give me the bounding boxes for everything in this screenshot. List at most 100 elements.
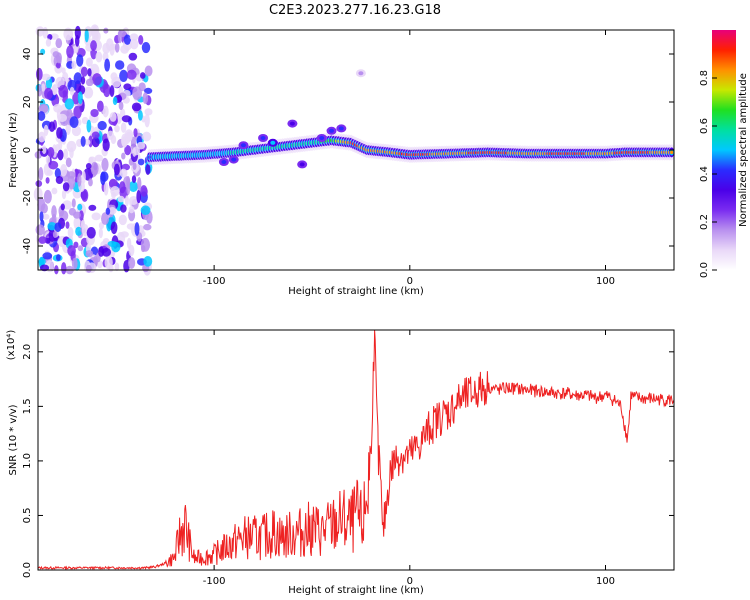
spectrogram-x-ticks: -100 0 100 <box>203 30 615 287</box>
noise-speckle <box>73 241 79 249</box>
y-tick-label: 0.5 <box>22 508 33 524</box>
noise-speckle <box>137 177 142 191</box>
noise-speckle <box>92 73 102 86</box>
noise-speckle <box>130 136 137 151</box>
noise-speckle <box>108 206 117 215</box>
noise-speckle <box>125 131 133 142</box>
y-tick-label: 40 <box>22 48 33 61</box>
colorbar-tick-label: 0.4 <box>699 166 710 182</box>
noise-speckle <box>101 212 110 225</box>
noise-speckle <box>39 211 44 222</box>
heatmap-blobs <box>218 69 366 169</box>
noise-speckle <box>80 66 88 77</box>
noise-speckle <box>42 213 50 220</box>
noise-speckle <box>37 131 46 143</box>
noise-speckle <box>43 189 52 204</box>
heatmap-noise-region <box>33 24 153 276</box>
noise-speckle <box>126 69 137 80</box>
noise-speckle <box>104 58 111 72</box>
noise-speckle <box>102 105 109 118</box>
noise-speckle <box>111 241 121 253</box>
noise-speckle <box>60 203 65 211</box>
noise-speckle <box>58 84 69 98</box>
noise-speckle <box>113 163 120 176</box>
noise-speckle <box>114 124 120 133</box>
noise-speckle <box>140 205 151 215</box>
noise-speckle <box>109 85 115 97</box>
snr-series-line <box>37 329 675 571</box>
noise-speckle <box>102 138 110 152</box>
noise-speckle <box>65 221 70 229</box>
noise-speckle <box>114 60 125 70</box>
blob-core <box>240 143 246 148</box>
noise-speckle <box>85 264 92 273</box>
x-tick-label: 100 <box>596 576 615 587</box>
blob-core <box>289 121 295 126</box>
noise-speckle <box>48 121 56 132</box>
chart-title: C2E3.2023.277.16.23.G18 <box>269 3 441 18</box>
noise-speckle <box>40 48 46 55</box>
snr-y-axis-label: SNR (10 * v/v) <box>8 404 19 475</box>
noise-speckle <box>37 111 46 121</box>
noise-speckle <box>85 78 94 87</box>
noise-speckle <box>128 206 135 214</box>
noise-speckle <box>120 231 129 238</box>
noise-speckle <box>38 257 46 266</box>
blob-core <box>358 71 364 76</box>
noise-speckle <box>52 84 57 96</box>
noise-speckle <box>112 96 118 106</box>
noise-speckle <box>80 219 86 230</box>
noise-speckle <box>128 52 138 61</box>
noise-speckle <box>48 160 59 170</box>
y-tick-label: 0 <box>22 147 33 153</box>
noise-speckle <box>94 154 104 162</box>
noise-speckle <box>69 86 75 96</box>
spectrogram-panel: -100 0 100 -40 -20 0 20 40 Height of straight … <box>8 24 675 297</box>
noise-speckle <box>73 105 82 119</box>
blob-core <box>319 136 325 140</box>
noise-speckle <box>55 254 61 261</box>
blob-core <box>299 162 305 167</box>
noise-speckle <box>90 108 99 118</box>
noise-speckle <box>55 175 64 185</box>
noise-speckle <box>117 30 127 38</box>
noise-speckle <box>143 223 152 231</box>
noise-speckle <box>128 257 136 269</box>
x-tick-label: 0 <box>407 576 413 587</box>
noise-speckle <box>54 168 61 179</box>
noise-speckle <box>38 167 44 181</box>
noise-speckle <box>71 125 81 137</box>
noise-speckle <box>61 262 67 275</box>
colorbar-tick-label: 0.8 <box>699 70 710 86</box>
noise-speckle <box>55 38 63 49</box>
noise-speckle <box>38 103 49 114</box>
snr-x-ticks: -100 0 100 <box>203 330 615 587</box>
y-tick-label: -40 <box>22 238 33 254</box>
noise-speckle <box>81 170 86 184</box>
noise-speckle <box>119 69 128 82</box>
noise-speckle <box>85 57 93 67</box>
noise-speckle <box>104 255 113 270</box>
noise-speckle <box>103 27 109 34</box>
snr-panel: -100 0 100 0.0 0.5 1.0 1.5 2.0 Height of strai… <box>6 329 675 596</box>
noise-speckle <box>100 171 109 182</box>
noise-speckle <box>81 116 89 125</box>
noise-speckle <box>144 65 153 77</box>
noise-speckle <box>102 42 110 55</box>
noise-speckle <box>41 73 51 81</box>
noise-speckle <box>90 161 99 176</box>
noise-speckle <box>45 38 52 47</box>
noise-speckle <box>45 177 50 184</box>
noise-speckle <box>144 108 153 116</box>
noise-speckle <box>119 186 129 199</box>
noise-speckle <box>43 124 49 137</box>
noise-speckle <box>80 76 86 85</box>
colorbar-tick-label: 0.0 <box>699 262 710 278</box>
noise-speckle <box>137 158 145 166</box>
noise-speckle <box>145 164 151 175</box>
blob-core <box>231 157 237 162</box>
noise-speckle <box>67 226 74 239</box>
colorbar-gradient <box>712 30 736 270</box>
noise-speckle <box>35 224 45 236</box>
